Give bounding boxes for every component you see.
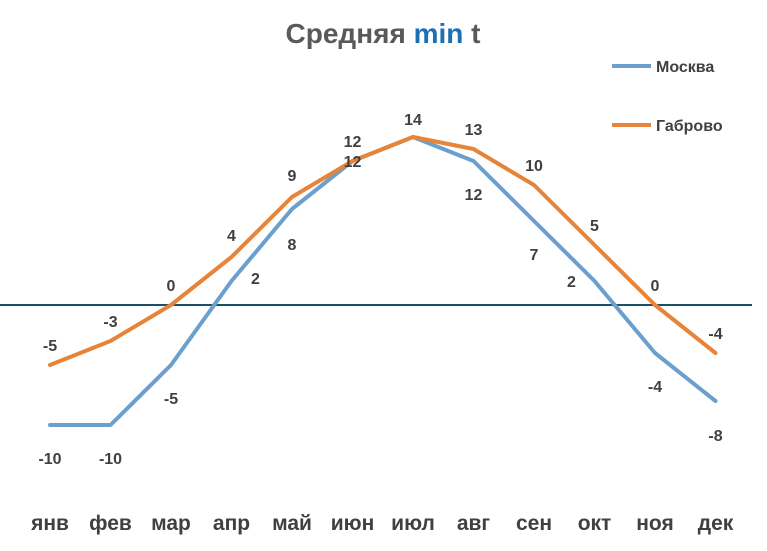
legend-label-2: Габрово	[656, 118, 723, 135]
data-label-1-12: -8	[708, 428, 722, 445]
x-tick-label-3: мар	[151, 512, 191, 535]
data-label-1-3: -5	[164, 391, 178, 408]
data-label-1-11: -4	[648, 379, 662, 396]
data-label-2-12: -4	[708, 326, 722, 343]
x-tick-label-11: ноя	[636, 512, 674, 535]
data-label-2-1: -5	[43, 338, 57, 355]
data-label-1-4: 2	[251, 271, 260, 288]
data-label-2-5: 9	[288, 168, 297, 185]
data-label-2-4: 4	[227, 228, 236, 245]
data-label-1-6: 12	[344, 154, 362, 171]
x-tick-label-2: фев	[89, 512, 132, 535]
data-label-1-9: 7	[530, 247, 539, 264]
data-label-2-8: 13	[465, 122, 483, 139]
chart-title-part-1: Средняя	[286, 18, 414, 49]
legend: Москва Габрово	[612, 59, 723, 135]
series-layer	[48, 135, 718, 427]
series-line-1	[48, 135, 718, 427]
data-label-2-3: 0	[167, 278, 176, 295]
chart-title: Средняя min t	[286, 18, 481, 49]
data-label-1-2: -10	[99, 451, 122, 468]
x-tick-label-4: апр	[213, 512, 250, 535]
data-label-2-6: 12	[344, 134, 362, 151]
data-label-2-9: 10	[525, 158, 543, 175]
data-label-2-11: 0	[651, 278, 660, 295]
data-label-2-10: 5	[590, 218, 599, 235]
data-label-1-10: 2	[567, 274, 576, 291]
data-label-1-5: 8	[288, 237, 297, 254]
data-label-1-8: 12	[465, 187, 483, 204]
data-labels-layer: -10 -10 -5 2 8 12 12 7 2 -4 -8 -5 -3 0 4 9 12 14 13 10 5 0 -4	[38, 112, 722, 468]
x-tick-label-9: сен	[516, 512, 552, 535]
x-tick-label-8: авг	[457, 512, 491, 535]
x-tick-label-7: июл	[391, 512, 435, 535]
chart-title-part-3: t	[463, 18, 480, 49]
x-tick-label-1: янв	[30, 512, 69, 535]
series-line-2	[48, 135, 718, 367]
data-label-1-1: -10	[38, 451, 61, 468]
chart-title-accent: min	[414, 18, 464, 49]
data-label-2-7: 14	[404, 112, 422, 129]
x-tick-label-6: июн	[331, 512, 375, 535]
x-tick-label-10: окт	[578, 512, 612, 535]
x-axis-ticks: янв фев мар апр май июн июл авг сен окт ноя дек	[30, 512, 734, 535]
legend-label-1: Москва	[656, 59, 714, 76]
x-tick-label-12: дек	[698, 512, 734, 535]
data-label-2-2: -3	[103, 314, 117, 331]
x-tick-label-5: май	[272, 512, 312, 535]
